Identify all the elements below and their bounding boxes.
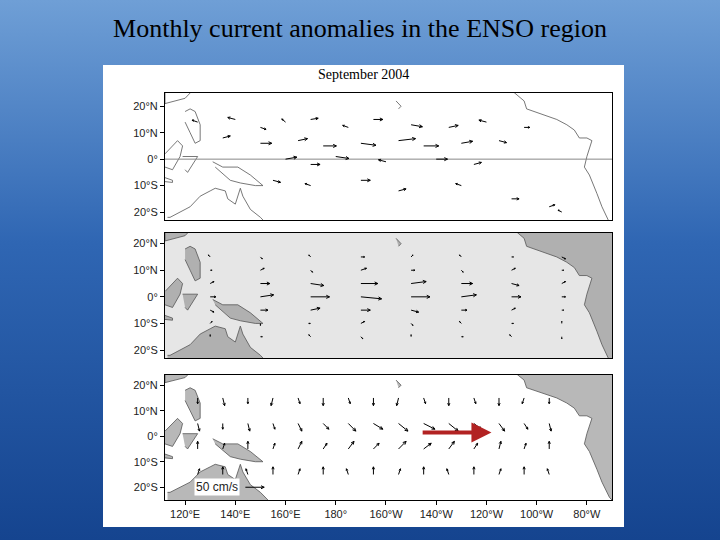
svg-text:80°W: 80°W <box>573 508 601 520</box>
svg-text:10°N: 10°N <box>133 264 158 276</box>
svg-text:100°W: 100°W <box>520 508 554 520</box>
svg-text:20°S: 20°S <box>134 481 158 493</box>
svg-text:180°: 180° <box>324 508 347 520</box>
svg-text:20°S: 20°S <box>134 344 158 356</box>
svg-text:140°W: 140°W <box>420 508 454 520</box>
svg-text:0°: 0° <box>147 153 158 165</box>
svg-text:10°N: 10°N <box>133 405 158 417</box>
svg-text:120°E: 120°E <box>170 508 200 520</box>
svg-text:160°E: 160°E <box>270 508 300 520</box>
svg-text:Monthly current anomalies in t: Monthly current anomalies in the ENSO re… <box>113 14 607 43</box>
svg-text:20°N: 20°N <box>133 100 158 112</box>
svg-text:10°N: 10°N <box>133 127 158 139</box>
svg-text:120°W: 120°W <box>470 508 504 520</box>
svg-text:0°: 0° <box>147 430 158 442</box>
svg-text:10°S: 10°S <box>134 179 158 191</box>
svg-text:20°N: 20°N <box>133 379 158 391</box>
svg-text:0°: 0° <box>147 291 158 303</box>
svg-text:160°W: 160°W <box>369 508 403 520</box>
svg-text:50 cm/s: 50 cm/s <box>196 480 238 494</box>
svg-text:20°S: 20°S <box>134 206 158 218</box>
svg-text:September 2004: September 2004 <box>318 67 409 82</box>
svg-text:140°E: 140°E <box>220 508 250 520</box>
svg-text:10°S: 10°S <box>134 456 158 468</box>
svg-text:10°S: 10°S <box>134 317 158 329</box>
svg-text:20°N: 20°N <box>133 237 158 249</box>
